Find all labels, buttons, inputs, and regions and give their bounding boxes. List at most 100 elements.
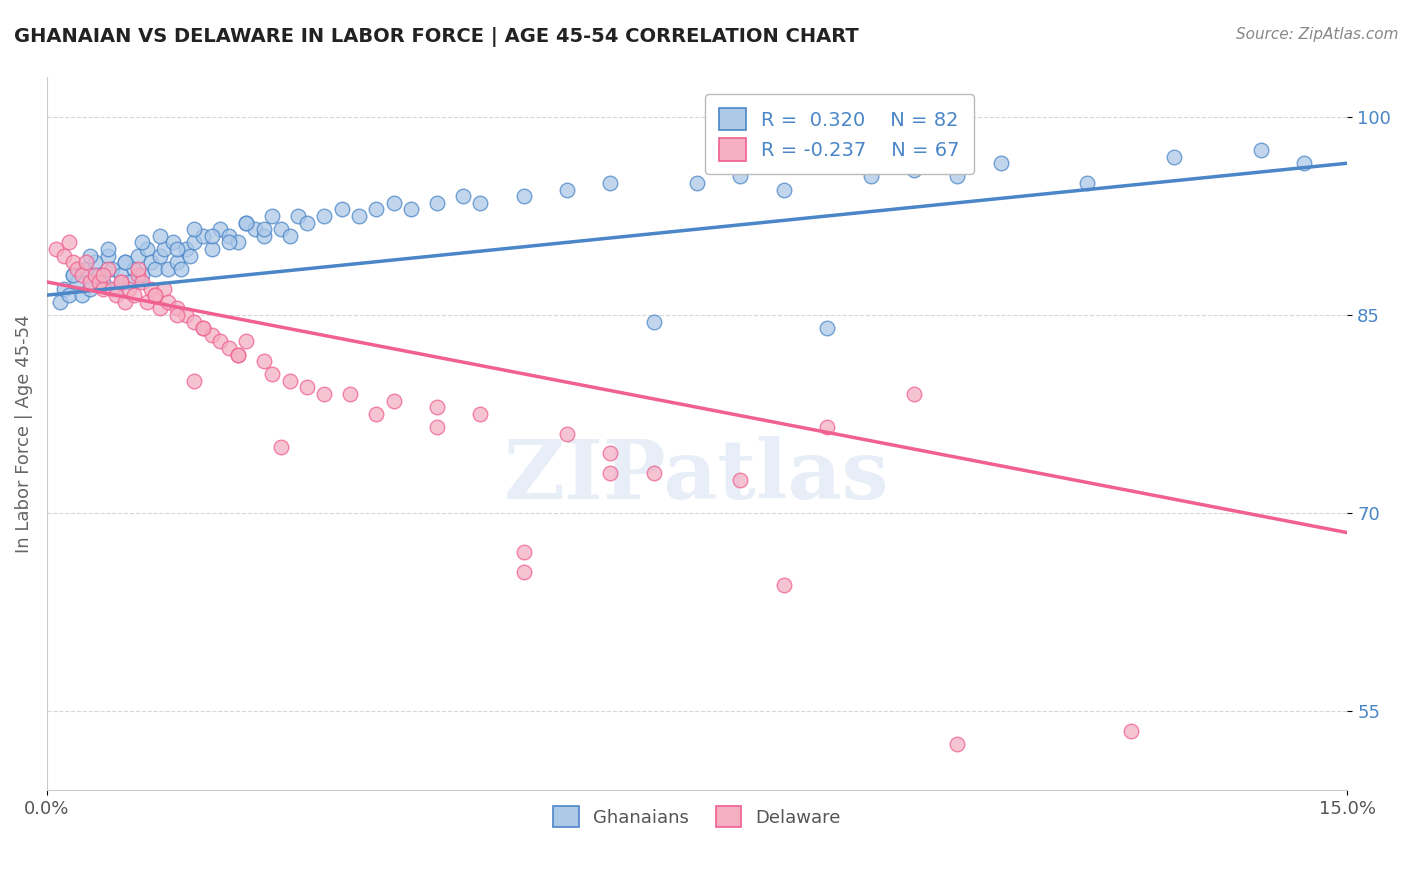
Point	[143, 261, 166, 276]
Point	[295, 380, 318, 394]
Point	[91, 281, 114, 295]
Point	[170, 261, 193, 276]
Point	[131, 268, 153, 283]
Point	[110, 268, 132, 283]
Point	[101, 261, 124, 276]
Point	[226, 347, 249, 361]
Point	[555, 426, 578, 441]
Point	[143, 288, 166, 302]
Point	[91, 275, 114, 289]
Point	[79, 275, 101, 289]
Point	[83, 255, 105, 269]
Point	[201, 228, 224, 243]
Point	[262, 209, 284, 223]
Point	[70, 268, 93, 283]
Point	[122, 261, 145, 276]
Point	[314, 209, 336, 223]
Point	[53, 281, 76, 295]
Point	[201, 327, 224, 342]
Point	[815, 321, 838, 335]
Point	[599, 467, 621, 481]
Point	[366, 202, 388, 217]
Point	[599, 446, 621, 460]
Point	[174, 242, 197, 256]
Point	[426, 401, 449, 415]
Point	[730, 169, 752, 184]
Point	[122, 288, 145, 302]
Point	[114, 294, 136, 309]
Point	[75, 261, 97, 276]
Point	[179, 249, 201, 263]
Point	[75, 255, 97, 269]
Point	[1119, 723, 1142, 738]
Point	[118, 281, 141, 295]
Point	[990, 156, 1012, 170]
Point	[426, 195, 449, 210]
Point	[191, 321, 214, 335]
Point	[366, 407, 388, 421]
Point	[53, 249, 76, 263]
Point	[946, 169, 969, 184]
Point	[513, 565, 536, 579]
Point	[127, 268, 149, 283]
Point	[91, 268, 114, 283]
Point	[58, 288, 80, 302]
Point	[235, 334, 257, 349]
Point	[730, 473, 752, 487]
Point	[153, 281, 176, 295]
Point	[110, 275, 132, 289]
Point	[513, 545, 536, 559]
Point	[209, 334, 232, 349]
Point	[97, 261, 120, 276]
Point	[295, 216, 318, 230]
Point	[262, 368, 284, 382]
Point	[62, 255, 84, 269]
Point	[183, 314, 205, 328]
Point	[859, 169, 882, 184]
Point	[253, 354, 276, 368]
Point	[191, 228, 214, 243]
Point	[149, 301, 172, 316]
Point	[218, 228, 240, 243]
Point	[162, 235, 184, 250]
Point	[226, 347, 249, 361]
Point	[946, 737, 969, 751]
Point	[114, 255, 136, 269]
Point	[183, 374, 205, 388]
Point	[235, 216, 257, 230]
Point	[49, 294, 72, 309]
Point	[513, 189, 536, 203]
Point	[97, 242, 120, 256]
Point	[79, 249, 101, 263]
Point	[79, 281, 101, 295]
Point	[243, 222, 266, 236]
Point	[87, 268, 110, 283]
Point	[253, 228, 276, 243]
Point	[45, 242, 67, 256]
Point	[903, 387, 925, 401]
Point	[399, 202, 422, 217]
Point	[686, 176, 709, 190]
Point	[191, 321, 214, 335]
Legend: Ghanaians, Delaware: Ghanaians, Delaware	[546, 799, 848, 834]
Point	[235, 216, 257, 230]
Point	[218, 341, 240, 355]
Point	[278, 374, 301, 388]
Point	[135, 242, 157, 256]
Point	[110, 275, 132, 289]
Point	[1292, 156, 1315, 170]
Point	[131, 235, 153, 250]
Point	[58, 235, 80, 250]
Point	[139, 281, 162, 295]
Point	[166, 308, 188, 322]
Point	[555, 183, 578, 197]
Point	[183, 235, 205, 250]
Point	[773, 183, 796, 197]
Point	[101, 281, 124, 295]
Text: GHANAIAN VS DELAWARE IN LABOR FORCE | AGE 45-54 CORRELATION CHART: GHANAIAN VS DELAWARE IN LABOR FORCE | AG…	[14, 27, 859, 46]
Point	[153, 242, 176, 256]
Point	[278, 228, 301, 243]
Point	[643, 314, 665, 328]
Point	[773, 578, 796, 592]
Point	[70, 288, 93, 302]
